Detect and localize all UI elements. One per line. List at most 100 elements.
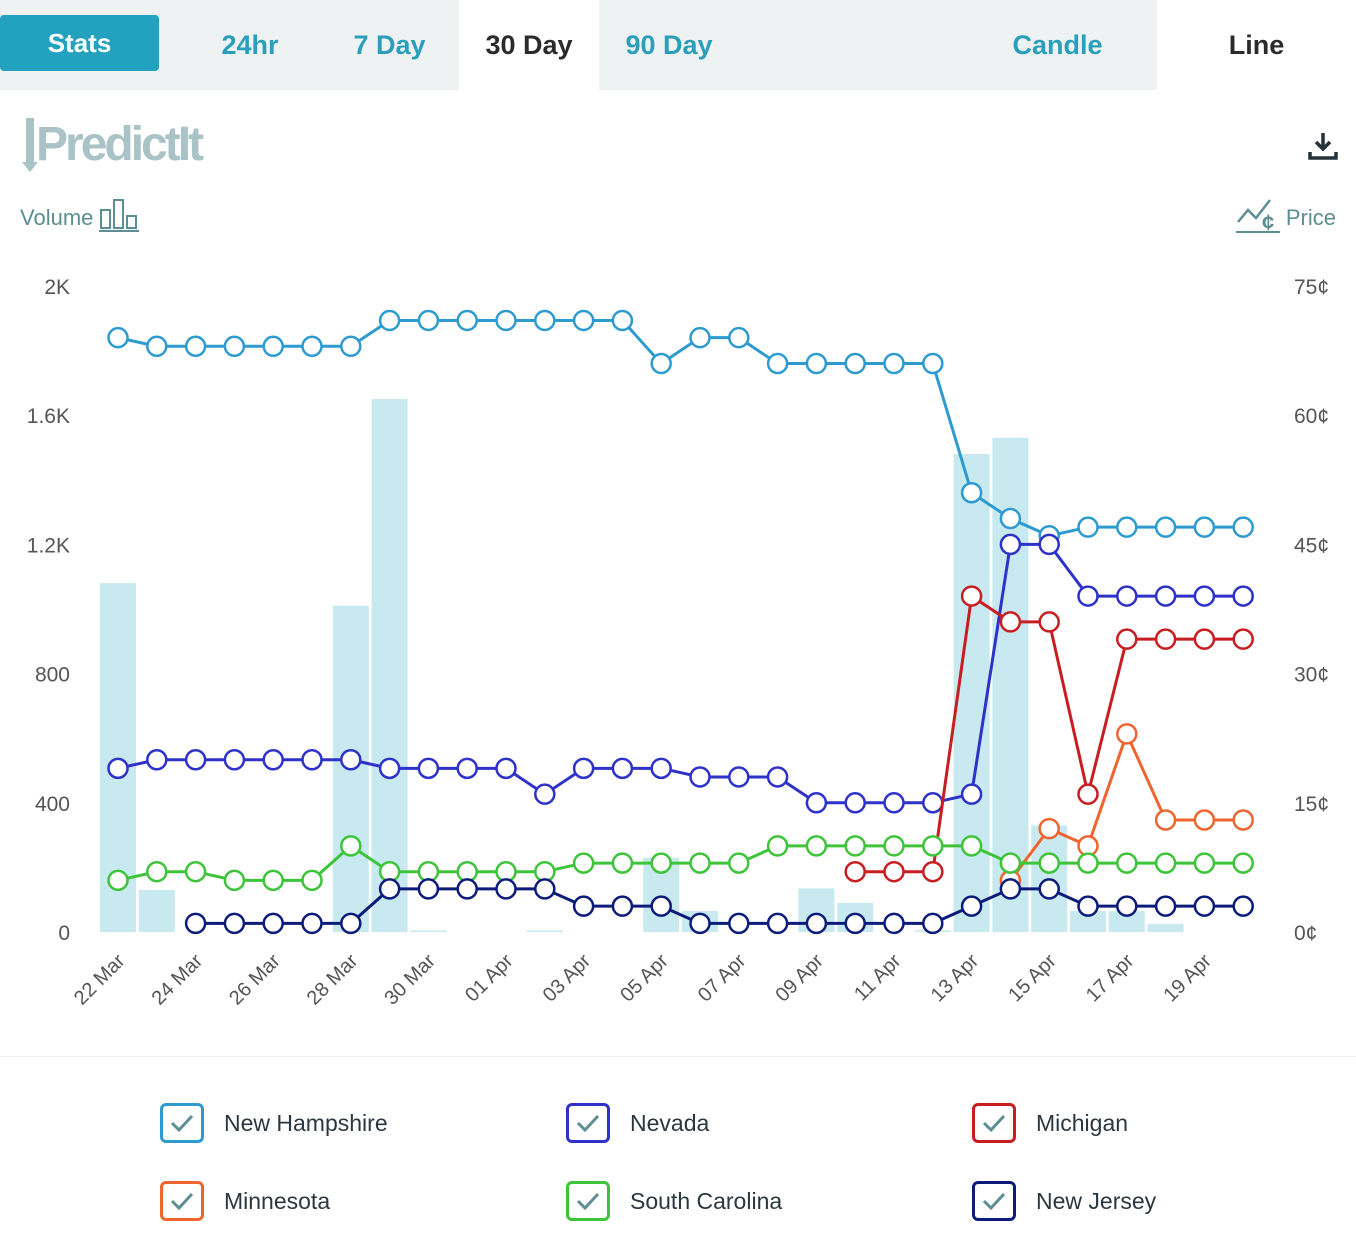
volume-bar <box>1070 911 1106 932</box>
y-axis-left: 0 400 800 1.2K 1.6K 2K <box>27 276 70 945</box>
data-point-new-jersey <box>844 912 866 935</box>
data-point-new-jersey <box>1077 895 1099 917</box>
series-line-south-carolina <box>117 844 1244 882</box>
data-point-south-carolina <box>922 835 944 857</box>
data-point-nevada <box>766 766 789 788</box>
data-point-minnesota <box>1232 809 1254 831</box>
line-chart-cent-icon: ¢ <box>1235 196 1280 240</box>
data-point-new-jersey <box>184 912 207 935</box>
data-point-new-hampshire <box>766 352 789 375</box>
data-point-new-hampshire <box>1077 516 1099 538</box>
data-point-nevada <box>805 792 828 814</box>
y-left-tick-label: 1.6K <box>27 405 70 428</box>
series-nevada <box>107 533 1254 814</box>
checkbox-check-icon[interactable] <box>160 1103 204 1143</box>
data-point-new-jersey <box>689 912 711 935</box>
volume-bar <box>371 399 408 932</box>
data-point-nevada <box>960 783 983 805</box>
price-axis-label: ¢ Price <box>1235 196 1336 240</box>
data-point-minnesota <box>1116 723 1138 745</box>
data-point-new-hampshire <box>999 507 1022 530</box>
price-label-text: Price <box>1285 205 1336 230</box>
tab-90-day[interactable]: 90 Day <box>625 29 713 60</box>
legend-item-new-jersey[interactable]: New Jersey <box>972 1181 1156 1221</box>
volume-axis-label: Volume <box>20 198 140 238</box>
data-point-nevada <box>922 792 944 814</box>
download-icon[interactable] <box>1306 130 1340 162</box>
checkbox-check-icon[interactable] <box>566 1181 610 1221</box>
legend-item-michigan[interactable]: Michigan <box>972 1103 1128 1143</box>
checkbox-check-icon[interactable] <box>566 1103 610 1143</box>
x-tick-label: 13 Apr <box>927 950 984 1007</box>
data-point-south-carolina <box>766 835 789 857</box>
data-point-new-hampshire <box>844 352 866 375</box>
data-point-nevada <box>223 748 246 771</box>
series-minnesota <box>999 723 1254 892</box>
data-point-nevada <box>611 757 634 780</box>
data-point-michigan <box>1116 628 1138 650</box>
tab-line[interactable]: Line <box>1157 0 1356 90</box>
data-point-south-carolina <box>572 852 595 874</box>
legend-item-south-carolina[interactable]: South Carolina <box>566 1181 782 1221</box>
data-point-south-carolina <box>999 852 1022 874</box>
data-point-south-carolina <box>301 869 323 892</box>
data-point-new-hampshire <box>340 335 362 358</box>
checkbox-check-icon[interactable] <box>972 1181 1016 1221</box>
checkbox-check-icon[interactable] <box>160 1181 204 1221</box>
data-point-nevada <box>262 748 284 771</box>
top-toolbar: Stats 24hr 7 Day 30 Day 90 Day Candle Li… <box>0 0 1356 90</box>
data-point-new-jersey <box>262 912 284 935</box>
data-point-nevada <box>728 766 750 788</box>
data-point-new-hampshire <box>611 309 634 332</box>
data-point-new-jersey <box>456 878 478 900</box>
volume-label-text: Volume <box>20 205 94 230</box>
data-point-south-carolina <box>805 835 828 857</box>
data-point-nevada <box>495 757 517 780</box>
data-point-new-hampshire <box>1154 516 1177 538</box>
legend-item-minnesota[interactable]: Minnesota <box>160 1181 330 1221</box>
data-point-michigan <box>844 860 866 883</box>
checkbox-check-icon[interactable] <box>972 1103 1016 1143</box>
x-tick-label: 09 Apr <box>771 950 828 1007</box>
data-point-new-hampshire <box>572 309 595 332</box>
data-point-new-jersey <box>1154 895 1177 917</box>
data-point-south-carolina <box>844 835 866 857</box>
data-point-new-jersey <box>611 895 634 917</box>
series-south-carolina <box>107 835 1254 892</box>
data-point-new-hampshire <box>728 326 750 349</box>
legend-label: Michigan <box>1036 1109 1129 1136</box>
y-left-tick-label: 400 <box>35 793 70 816</box>
stats-button[interactable]: Stats <box>0 15 159 71</box>
tab-30-day[interactable]: 30 Day <box>459 0 599 90</box>
data-point-new-hampshire <box>301 335 323 358</box>
series-line-new-jersey <box>195 887 1244 925</box>
data-point-south-carolina <box>1038 852 1060 874</box>
data-point-new-hampshire <box>262 335 284 358</box>
data-point-new-hampshire <box>1232 516 1254 538</box>
data-point-michigan <box>1232 628 1254 650</box>
svg-text:¢: ¢ <box>1262 210 1274 234</box>
data-point-south-carolina <box>611 852 634 874</box>
legend-item-new-hampshire[interactable]: New Hampshire <box>160 1103 388 1143</box>
data-point-nevada <box>689 766 711 788</box>
tab-candle[interactable]: Candle <box>1012 29 1103 60</box>
data-point-nevada <box>883 792 905 814</box>
data-point-new-hampshire <box>146 335 168 358</box>
data-point-new-jersey <box>534 878 556 900</box>
tab-24hr[interactable]: 24hr <box>221 29 279 60</box>
data-point-new-jersey <box>766 912 789 935</box>
data-point-south-carolina <box>340 835 362 857</box>
data-point-new-hampshire <box>184 335 207 358</box>
data-point-new-hampshire <box>650 352 672 375</box>
y-right-tick-label: 60¢ <box>1294 405 1329 428</box>
x-tick-label: 05 Apr <box>616 950 673 1007</box>
svg-text:PredictIt: PredictIt <box>36 118 204 171</box>
legend-item-nevada[interactable]: Nevada <box>566 1103 709 1143</box>
data-point-south-carolina <box>1116 852 1138 874</box>
y-left-tick-label: 800 <box>35 664 70 687</box>
tab-7-day[interactable]: 7 Day <box>353 29 426 60</box>
data-point-minnesota <box>1193 809 1216 831</box>
data-point-new-hampshire <box>534 309 556 332</box>
series-new-jersey <box>184 878 1254 935</box>
data-point-new-jersey <box>495 878 517 900</box>
